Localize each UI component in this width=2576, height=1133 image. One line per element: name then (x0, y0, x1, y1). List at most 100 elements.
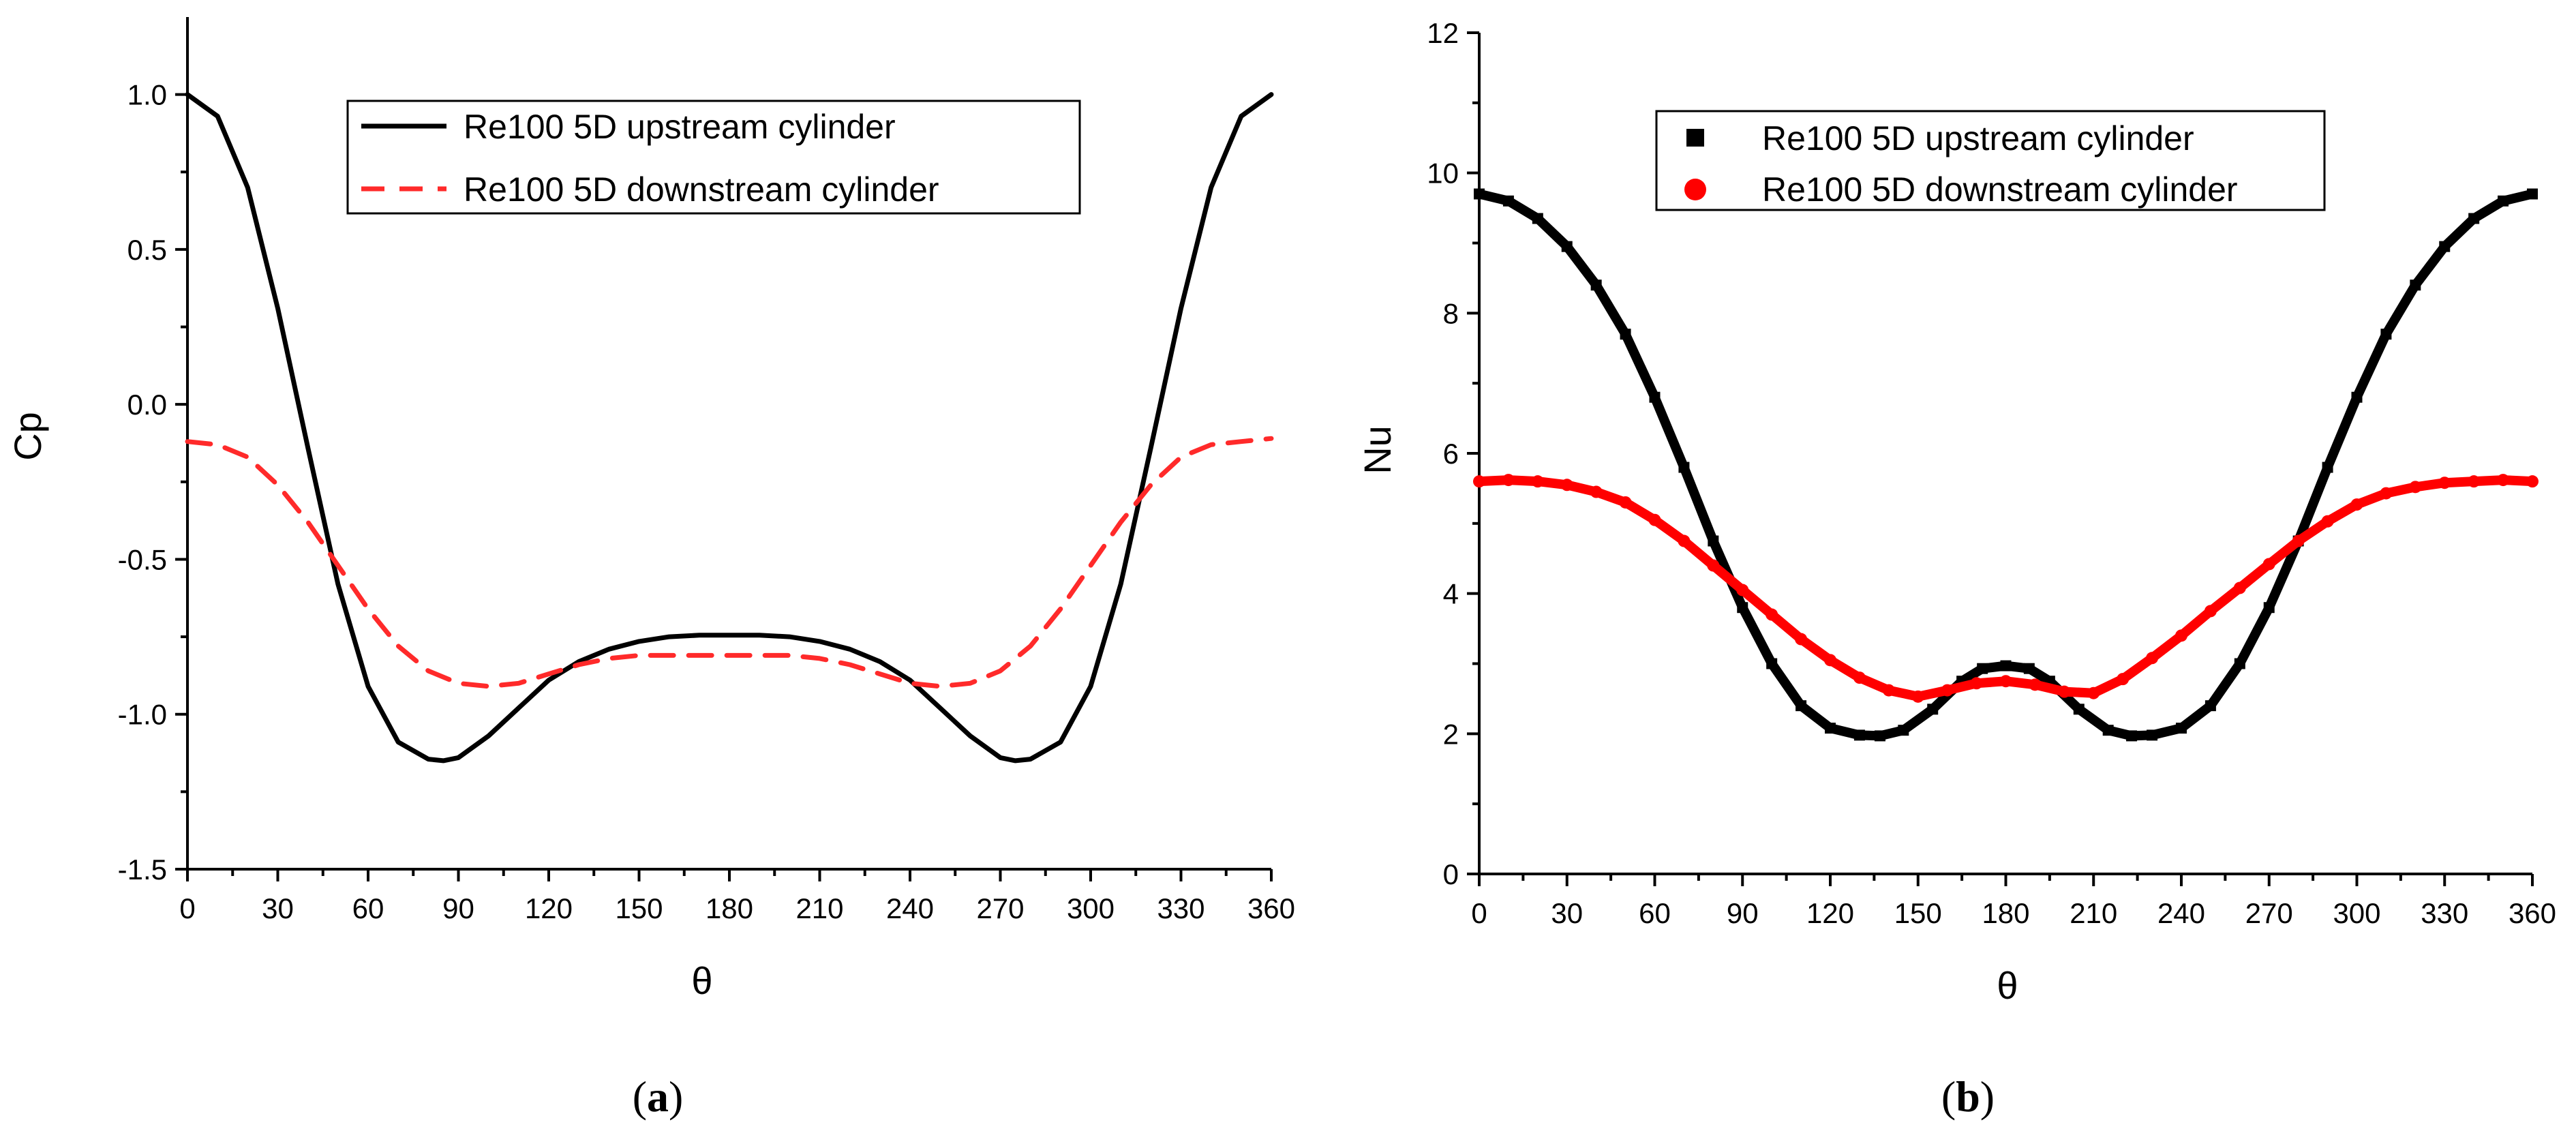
panel-b-y-tick-label: 0 (1443, 858, 1459, 890)
panel-b-series-upstream-point (2000, 660, 2012, 671)
panel-b-series-downstream-point (1911, 690, 1924, 703)
panel-b-series (1473, 188, 2539, 742)
panel-b-series-downstream-point (2380, 487, 2393, 500)
panel-b-series-downstream-point (2438, 477, 2451, 489)
panel-a-series (185, 92, 1274, 764)
panel-b-y-tick-label: 12 (1427, 17, 1459, 49)
panel-a-x-tick-label: 300 (1067, 892, 1115, 924)
panel-b-series-upstream-point (2204, 700, 2216, 712)
panel-b-series-downstream-point (2175, 629, 2187, 642)
panel-a-series-downstream-line (185, 436, 1274, 689)
panel-b-legend-label-downstream: Re100 5D downstream cylinder (1762, 170, 2238, 209)
panel-b-series-upstream-point (2263, 602, 2275, 614)
panel-b-x-tick-label: 30 (1551, 897, 1583, 929)
panel-b-series-downstream-point (1531, 475, 1544, 488)
panel-b-series-upstream-point (1853, 729, 1865, 741)
panel-b-series-downstream-point (1824, 654, 1836, 667)
panel-b-series-upstream-point (2380, 329, 2392, 340)
panel-b-nu-chart: 0 30 60 90 120 150 180 210 240 270 300 330 360 0 2 4 6 8 1… (1356, 17, 2556, 1121)
panel-b-series-downstream-point (2029, 678, 2042, 691)
panel-b-series-upstream-point (1474, 188, 1485, 200)
panel-b-x-axis-label: θ (1997, 964, 2018, 1007)
panel-b-caption-letter: b (1956, 1072, 1980, 1121)
panel-b-series-upstream-point (1898, 725, 1909, 736)
panel-b-series-downstream-point (1853, 671, 1866, 684)
panel-b-series-downstream-point (1882, 684, 1895, 697)
panel-b-series-upstream-point (1678, 462, 1690, 473)
panel-a-x-tick-label: 360 (1247, 892, 1295, 924)
panel-b-x-tick-label: 150 (1894, 897, 1942, 929)
panel-a-caption-close: ) (669, 1072, 683, 1121)
panel-a-caption-open: ( (633, 1072, 647, 1121)
panel-b-series-downstream-point (2292, 534, 2305, 547)
panel-b-series-downstream-point (1590, 485, 1603, 498)
panel-a-x-tick-label: 90 (442, 892, 474, 924)
panel-b-series-downstream-point (1560, 479, 1573, 492)
panel-a-x-tick-label: 30 (262, 892, 294, 924)
panel-a-y-tick-label: 1.0 (127, 79, 167, 111)
panel-b-x-tick-label: 360 (2509, 897, 2556, 929)
panel-b-series-downstream-point (2262, 558, 2275, 571)
panel-a-y-tick-label: -0.5 (118, 543, 167, 575)
panel-a-x-axis-label: θ (691, 959, 712, 1002)
panel-b-x-tick-label: 330 (2421, 897, 2468, 929)
panel-b-series-upstream-point (1977, 663, 1988, 674)
panel-b-caption-open: ( (1941, 1072, 1956, 1121)
panel-b-y-tick-label: 2 (1443, 718, 1459, 750)
panel-b-series-upstream-point (2351, 391, 2363, 403)
panel-a-x-tick-label: 60 (352, 892, 384, 924)
panel-a-legend-label-upstream: Re100 5D upstream cylinder (464, 108, 896, 146)
panel-b-series-downstream-point (1707, 559, 1720, 572)
panel-b-series-downstream-point (2468, 475, 2481, 488)
panel-b-y-tick-label: 6 (1443, 438, 1459, 470)
panel-b-y-tick-label: 8 (1443, 297, 1459, 329)
panel-b-series-upstream-point (1708, 535, 1719, 547)
panel-b-series-downstream-point (2497, 474, 2510, 487)
panel-b-series-upstream-point (2126, 730, 2138, 742)
panel-b-x-tick-label: 300 (2333, 897, 2380, 929)
panel-b-series-upstream-point (2410, 280, 2421, 291)
panel-b-series-downstream-point (1502, 474, 1515, 487)
panel-b-series-upstream-point (1590, 280, 1602, 291)
panel-b-axes: 0 30 60 90 120 150 180 210 240 270 300 330 360 0 2 4 6 8 1… (1427, 17, 2556, 929)
panel-a-y-tick-label: -1.0 (118, 699, 167, 731)
panel-b-series-downstream-point (1970, 677, 1983, 690)
panel-b-caption: (b) (1941, 1072, 1995, 1121)
panel-b-series-upstream-point (2073, 704, 2085, 715)
panel-b-series-downstream-point (1795, 633, 1808, 646)
panel-b-legend-swatch-circle (1684, 179, 1706, 200)
panel-b-legend-label-upstream: Re100 5D upstream cylinder (1762, 119, 2194, 157)
panel-a-x-tick-label: 120 (525, 892, 573, 924)
panel-b-series-upstream-point (2527, 188, 2538, 200)
panel-b-series-downstream-point (1648, 513, 1661, 526)
panel-b-x-tick-label: 210 (2070, 897, 2117, 929)
panel-a-x-tick-label: 210 (795, 892, 843, 924)
panel-b-series-downstream-point (1941, 684, 1954, 697)
panel-a-y-tick-label: 0.5 (127, 234, 167, 266)
panel-b-x-tick-label: 240 (2157, 897, 2205, 929)
panel-a-x-tick-label: 270 (976, 892, 1024, 924)
panel-b-series-upstream-point (2023, 663, 2035, 674)
panel-a-y-tick-label: -1.5 (118, 853, 167, 886)
panel-b-series-downstream-point (1619, 496, 1632, 509)
panel-b-series-upstream-point (2468, 213, 2480, 224)
panel-a-x-tick-label: 150 (615, 892, 663, 924)
panel-a-legend-label-downstream: Re100 5D downstream cylinder (464, 170, 939, 209)
panel-b-legend-swatch-square (1686, 129, 1704, 147)
panel-b-x-tick-label: 90 (1727, 897, 1759, 929)
panel-a-y-axis-label: Cp (6, 412, 49, 461)
panel-b-series-upstream-band (1474, 189, 2537, 741)
panel-a-series-upstream-line (185, 92, 1274, 764)
panel-b-series-downstream-point (1999, 675, 2012, 688)
panel-b-y-tick-label: 10 (1427, 157, 1459, 190)
panel-b-series-upstream-point (2234, 658, 2245, 669)
panel-b-legend-box (1655, 110, 2326, 211)
panel-b-x-tick-label: 180 (1982, 897, 2029, 929)
panel-b-x-tick-label: 0 (1471, 897, 1487, 929)
panel-a-caption: (a) (633, 1072, 684, 1121)
panel-b-y-axis-label: Nu (1356, 425, 1399, 474)
panel-a-caption-letter: a (647, 1072, 669, 1121)
panel-b-series-downstream-point (2526, 475, 2539, 488)
panel-b-series-upstream-point (1737, 602, 1748, 614)
